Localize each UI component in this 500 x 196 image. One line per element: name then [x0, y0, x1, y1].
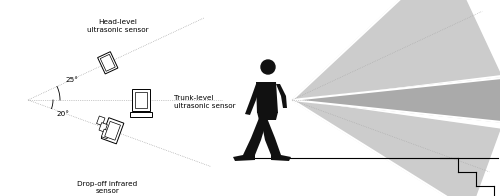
Polygon shape [135, 92, 147, 108]
Text: 25°: 25° [65, 77, 78, 83]
Polygon shape [96, 116, 105, 126]
Polygon shape [276, 84, 287, 108]
Polygon shape [98, 52, 118, 74]
Text: Drop-off infrared
sensor: Drop-off infrared sensor [78, 181, 138, 194]
Polygon shape [130, 112, 152, 116]
Polygon shape [243, 118, 267, 155]
Polygon shape [261, 118, 281, 155]
Text: Head-level
ultrasonic sensor: Head-level ultrasonic sensor [87, 19, 148, 33]
Polygon shape [292, 0, 500, 100]
Text: 20°: 20° [56, 111, 69, 117]
Polygon shape [256, 82, 278, 113]
Polygon shape [104, 121, 120, 140]
Polygon shape [132, 89, 150, 111]
Polygon shape [257, 112, 278, 120]
Circle shape [261, 60, 275, 74]
Polygon shape [292, 78, 500, 122]
Polygon shape [271, 155, 291, 161]
Polygon shape [233, 155, 255, 161]
Polygon shape [99, 122, 108, 132]
Polygon shape [102, 118, 124, 144]
Text: Trunk-level
ultrasonic sensor: Trunk-level ultrasonic sensor [174, 95, 236, 109]
Polygon shape [102, 129, 110, 139]
Polygon shape [245, 84, 261, 115]
Polygon shape [100, 54, 115, 71]
Polygon shape [292, 100, 500, 196]
